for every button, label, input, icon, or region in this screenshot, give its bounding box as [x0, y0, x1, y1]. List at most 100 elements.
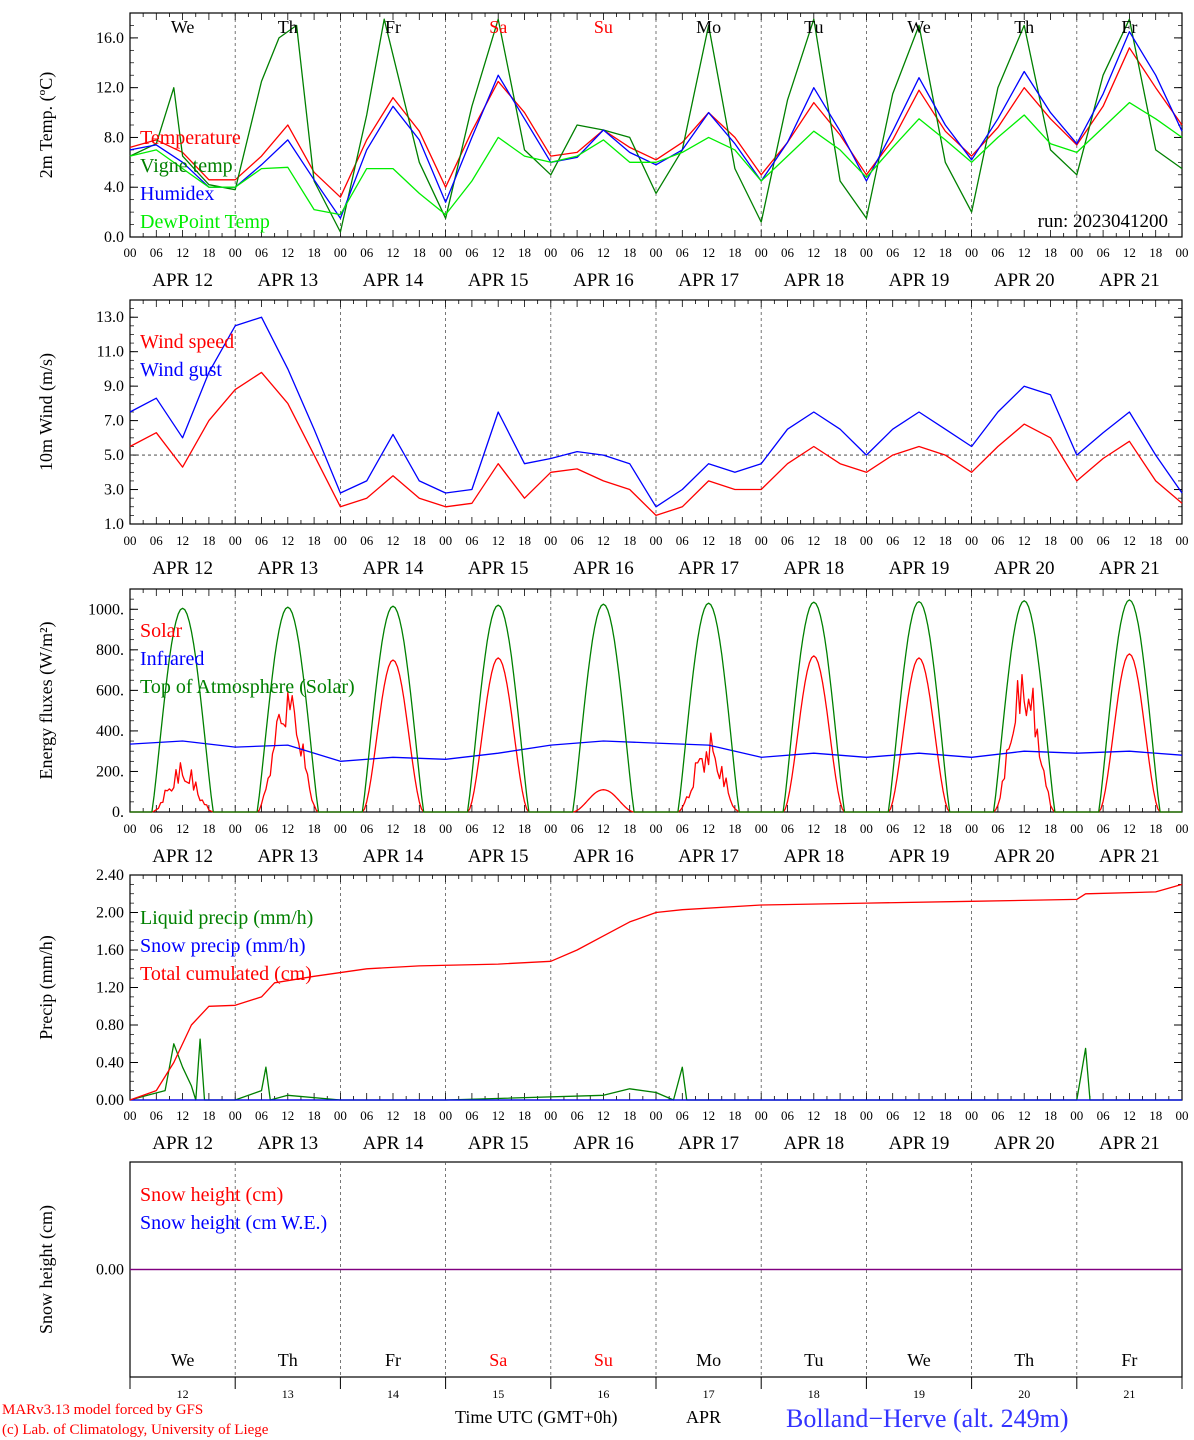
- precip-legend-0: Liquid precip (mm/h): [140, 907, 313, 929]
- wind-hour-label: 00: [439, 533, 452, 548]
- energy-hour-label: 06: [255, 821, 269, 836]
- temperature-hour-label: 00: [544, 245, 557, 260]
- wind-ytick-label: 9.0: [104, 378, 124, 395]
- temperature-date-label: APR 21: [1099, 270, 1160, 291]
- precip-hour-label: 18: [1044, 1108, 1057, 1123]
- precip-date-label: APR 17: [678, 1133, 739, 1154]
- snow-weekday-label: Tu: [804, 1350, 823, 1370]
- temperature-hour-label: 12: [913, 245, 926, 260]
- energy-hour-label: 00: [755, 821, 768, 836]
- precip-ytick-label: 1.20: [96, 980, 124, 997]
- wind-hour-label: 12: [387, 533, 400, 548]
- energy-date-label: APR 20: [994, 846, 1055, 867]
- wind-date-label: APR 18: [783, 558, 844, 579]
- energy-date-label: APR 17: [678, 846, 739, 867]
- precip-hour-label: 18: [623, 1108, 636, 1123]
- wind-hour-label: 18: [834, 533, 847, 548]
- temperature-hour-label: 06: [571, 245, 585, 260]
- energy-legend-2: Top of Atmosphere (Solar): [140, 676, 355, 698]
- energy-hour-label: 18: [939, 821, 952, 836]
- wind-hour-label: 12: [597, 533, 610, 548]
- energy-hour-label: 12: [281, 821, 294, 836]
- temperature-hour-label: 12: [387, 245, 400, 260]
- wind-ytick-label: 3.0: [104, 482, 124, 499]
- wind-hour-label: 12: [492, 533, 505, 548]
- wind-hour-label: 18: [728, 533, 741, 548]
- snow-weekday-label: We: [907, 1350, 931, 1370]
- snow-weekday-label: Fr: [385, 1350, 401, 1370]
- precip-date-label: APR 19: [889, 1133, 950, 1154]
- precip-hour-label: 06: [781, 1108, 795, 1123]
- precip-hour-label: 06: [676, 1108, 690, 1123]
- precip-date-label: APR 18: [783, 1133, 844, 1154]
- temperature-hour-label: 18: [939, 245, 952, 260]
- wind-legend-0: Wind speed: [140, 331, 234, 353]
- wind-series-wind-speed: [129, 371, 1183, 517]
- precip-hour-label: 12: [1018, 1108, 1031, 1123]
- temperature-hour-label: 00: [1176, 245, 1189, 260]
- snow-legend-1: Snow height (cm W.E.): [140, 1212, 327, 1234]
- energy-hour-label: 06: [991, 821, 1005, 836]
- wind-ytick-label: 1.0: [104, 516, 124, 533]
- snow-day-number: 20: [1018, 1387, 1030, 1401]
- wind-legend-1: Wind gust: [140, 359, 222, 381]
- snow-weekday-label: Th: [1014, 1350, 1034, 1370]
- precip-hour-label: 06: [465, 1108, 479, 1123]
- wind-hour-label: 12: [807, 533, 820, 548]
- precip-hour-label: 00: [965, 1108, 978, 1123]
- snow-day-number: 19: [913, 1387, 925, 1401]
- temperature-hour-label: 12: [1018, 245, 1031, 260]
- temperature-weekday-label: Th: [1014, 17, 1034, 37]
- temperature-hour-label: 12: [1123, 245, 1136, 260]
- energy-hour-label: 18: [518, 821, 531, 836]
- energy-ytick-label: 200.: [96, 763, 124, 780]
- wind-date-label: APR 15: [468, 558, 529, 579]
- temperature-date-label: APR 19: [889, 270, 950, 291]
- temperature-hour-label: 12: [597, 245, 610, 260]
- wind-hour-label: 06: [150, 533, 164, 548]
- precip-hour-label: 12: [492, 1108, 505, 1123]
- snow-weekday-label: Mo: [696, 1350, 721, 1370]
- energy-ytick-label: 800.: [96, 642, 124, 659]
- energy-hour-label: 06: [886, 821, 900, 836]
- wind-hour-label: 06: [886, 533, 900, 548]
- energy-hour-label: 18: [202, 821, 215, 836]
- temperature-hour-label: 06: [465, 245, 479, 260]
- energy-hour-label: 18: [308, 821, 321, 836]
- energy-hour-label: 12: [387, 821, 400, 836]
- temperature-date-label: APR 15: [468, 270, 529, 291]
- temperature-ytick-label: 4.0: [104, 179, 124, 196]
- temperature-legend-2: Humidex: [140, 183, 214, 205]
- energy-hour-label: 12: [807, 821, 820, 836]
- wind-hour-label: 00: [1070, 533, 1083, 548]
- wind-ytick-label: 11.0: [97, 344, 124, 361]
- precip-hour-label: 12: [176, 1108, 189, 1123]
- precip-hour-label: 12: [1123, 1108, 1136, 1123]
- wind-hour-label: 12: [1018, 533, 1031, 548]
- temperature-hour-label: 18: [623, 245, 636, 260]
- wind-hour-label: 18: [623, 533, 636, 548]
- temperature-hour-label: 12: [492, 245, 505, 260]
- precip-hour-label: 06: [255, 1108, 269, 1123]
- temperature-series-dewpoint-temp: [129, 101, 1183, 216]
- energy-legend-1: Infrared: [140, 648, 204, 670]
- precip-hour-label: 06: [886, 1108, 900, 1123]
- energy-date-label: APR 14: [363, 846, 424, 867]
- snow-day-number: 13: [282, 1387, 294, 1401]
- temperature-hour-label: 00: [229, 245, 242, 260]
- wind-hour-label: 06: [360, 533, 374, 548]
- precip-hour-label: 00: [650, 1108, 663, 1123]
- temperature-hour-label: 06: [1097, 245, 1111, 260]
- wind-series-wind-gust: [129, 316, 1183, 508]
- wind-date-label: APR 19: [889, 558, 950, 579]
- temperature-legend-3: DewPoint Temp: [140, 211, 270, 233]
- snow-day-number: 12: [177, 1387, 189, 1401]
- energy-hour-label: 18: [1044, 821, 1057, 836]
- temperature-hour-label: 12: [807, 245, 820, 260]
- precip-hour-label: 12: [913, 1108, 926, 1123]
- temperature-weekday-label: We: [171, 17, 195, 37]
- temperature-series-vigne-temp: [129, 18, 1183, 233]
- wind-hour-label: 00: [650, 533, 663, 548]
- credit-line-2: (c) Lab. of Climatology, University of L…: [2, 1422, 269, 1438]
- energy-ytick-label: 600.: [96, 682, 124, 699]
